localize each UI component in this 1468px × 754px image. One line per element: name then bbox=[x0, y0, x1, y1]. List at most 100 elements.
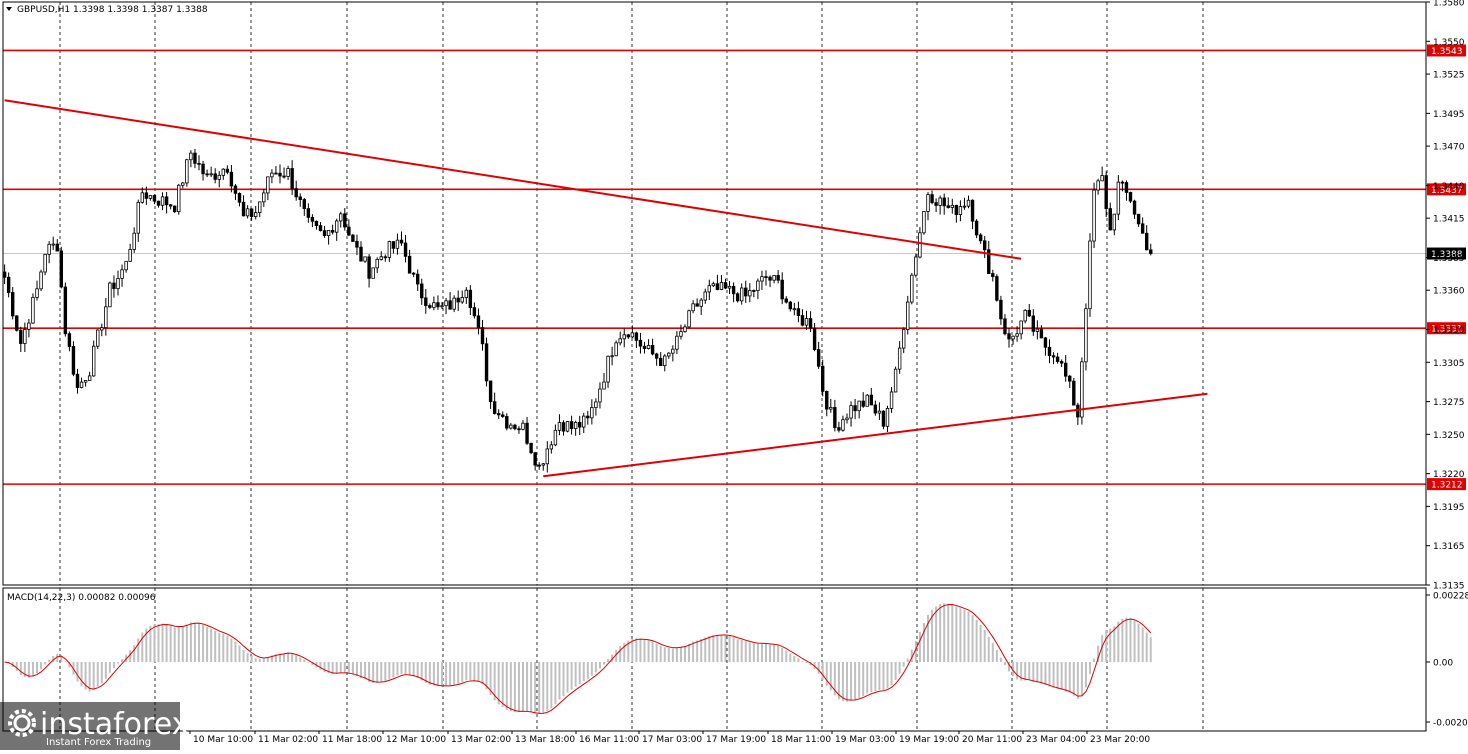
x-tick-label: 13 Mar 18:00 bbox=[515, 735, 575, 745]
candle bbox=[565, 420, 570, 433]
candle-body bbox=[424, 297, 428, 306]
candle bbox=[966, 195, 971, 209]
candle-body bbox=[650, 345, 655, 355]
candle bbox=[816, 341, 821, 369]
candle-body bbox=[379, 256, 383, 260]
candle bbox=[132, 227, 136, 253]
candle bbox=[707, 279, 711, 300]
candle-body bbox=[10, 292, 15, 317]
candle-body bbox=[970, 199, 975, 222]
candle-body bbox=[715, 283, 720, 290]
x-tick-label: 17 Mar 19:00 bbox=[706, 735, 766, 745]
candle bbox=[626, 333, 630, 339]
candle-body bbox=[266, 176, 270, 194]
candle bbox=[748, 283, 752, 303]
level-price-label: 1.3543 bbox=[1431, 47, 1463, 57]
candle bbox=[914, 253, 918, 278]
candle-body bbox=[420, 283, 424, 299]
candle-body bbox=[492, 401, 497, 414]
candle-body bbox=[411, 272, 416, 275]
candle bbox=[675, 331, 679, 354]
candle bbox=[1047, 339, 1052, 364]
candle bbox=[262, 188, 266, 207]
candle-body bbox=[792, 308, 797, 311]
level-price-label: 1.3331 bbox=[1431, 325, 1463, 335]
candle bbox=[249, 208, 254, 221]
candle-body bbox=[19, 329, 23, 344]
candle bbox=[833, 399, 837, 432]
candle-body bbox=[1043, 337, 1048, 348]
candle bbox=[152, 194, 157, 205]
candle-body bbox=[399, 239, 404, 244]
candle bbox=[812, 322, 817, 352]
candle-body bbox=[1124, 182, 1129, 193]
candle-body bbox=[1047, 346, 1052, 357]
candle-body bbox=[533, 452, 537, 466]
candle-body bbox=[646, 345, 651, 349]
candle-body bbox=[79, 381, 84, 388]
trendlines bbox=[4, 99, 1208, 478]
candle-body bbox=[829, 407, 833, 410]
x-tick-label: 18 Mar 11:00 bbox=[771, 735, 831, 745]
candle bbox=[39, 269, 43, 292]
candle-body bbox=[452, 297, 456, 310]
candle-body bbox=[654, 353, 659, 359]
candle bbox=[1055, 352, 1060, 364]
candle bbox=[286, 165, 290, 180]
candle bbox=[578, 415, 582, 436]
candle bbox=[525, 416, 529, 445]
candle-body bbox=[282, 175, 286, 178]
candle bbox=[780, 272, 784, 305]
candle-body bbox=[1027, 309, 1031, 317]
candle bbox=[237, 192, 242, 207]
candle bbox=[278, 164, 282, 184]
candle bbox=[663, 354, 667, 372]
candle-body bbox=[897, 347, 902, 370]
level-price-label: 1.3212 bbox=[1431, 481, 1463, 491]
candle bbox=[756, 278, 760, 300]
candle bbox=[371, 267, 375, 279]
candle-body bbox=[707, 285, 711, 293]
candle bbox=[501, 411, 505, 418]
candle bbox=[841, 415, 845, 432]
candle bbox=[71, 341, 76, 377]
candle bbox=[213, 168, 217, 184]
candle bbox=[1112, 213, 1116, 236]
candle bbox=[594, 398, 598, 416]
macd-label: MACD(14,22,3) 0.00082 0.00096 bbox=[7, 593, 156, 603]
candle-body bbox=[1019, 320, 1023, 335]
candle-body bbox=[1088, 240, 1092, 310]
candle bbox=[764, 270, 768, 286]
candle-body bbox=[351, 234, 355, 242]
candle-body bbox=[144, 192, 149, 199]
candle bbox=[245, 205, 250, 219]
candle-body bbox=[1068, 375, 1072, 382]
x-tick-label: 19 Mar 03:00 bbox=[835, 735, 895, 745]
candle bbox=[1003, 314, 1007, 336]
candle bbox=[509, 422, 513, 430]
candle-body bbox=[569, 421, 574, 429]
candle bbox=[452, 295, 456, 313]
candle-body bbox=[509, 424, 513, 429]
candle-body bbox=[594, 401, 598, 408]
candle-body bbox=[432, 302, 436, 308]
candle bbox=[533, 451, 537, 471]
candle-body bbox=[776, 275, 780, 281]
candle bbox=[1128, 191, 1133, 204]
candle bbox=[529, 442, 533, 455]
candle-body bbox=[160, 196, 165, 206]
candle-body bbox=[525, 422, 529, 444]
candle-body bbox=[865, 394, 869, 407]
candle bbox=[893, 366, 898, 393]
level-price-tag bbox=[1427, 44, 1466, 57]
collapse-arrow-icon[interactable] bbox=[6, 7, 12, 11]
candle-body bbox=[1140, 223, 1145, 234]
candle-body bbox=[780, 279, 784, 300]
watermark-subtitle: Instant Forex Trading bbox=[46, 737, 151, 748]
candle-body bbox=[513, 424, 517, 430]
candle bbox=[849, 401, 853, 427]
candle-body bbox=[922, 211, 926, 234]
candle bbox=[752, 289, 756, 298]
candle-body bbox=[974, 220, 979, 236]
candle bbox=[185, 158, 189, 187]
